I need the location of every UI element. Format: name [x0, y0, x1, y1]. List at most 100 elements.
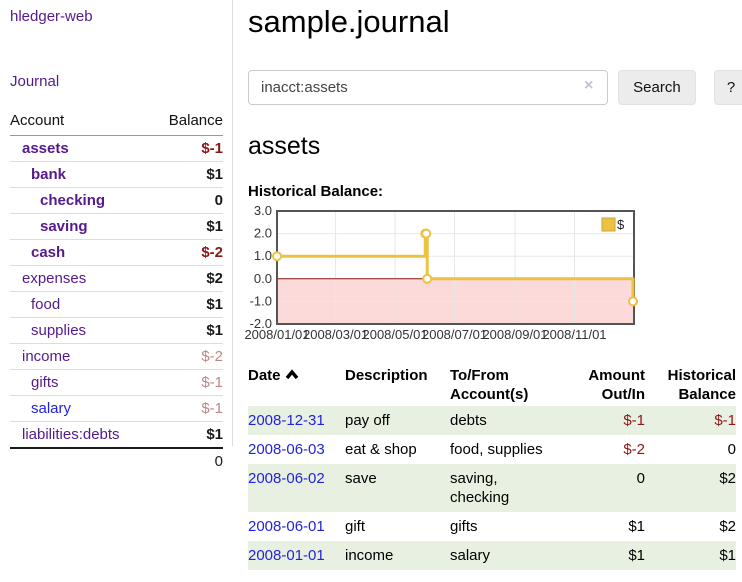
help-button[interactable]: ? — [713, 70, 742, 105]
register-header-date[interactable]: Date — [248, 364, 345, 406]
transaction-description: income — [345, 547, 394, 564]
x-tick-label: 2008/11/01 — [542, 327, 606, 342]
account-row: saving $1 — [10, 213, 223, 240]
x-tick-label: 2008/09/01 — [482, 327, 547, 342]
sidebar-account-assets[interactable]: assets — [22, 140, 69, 157]
transaction-accounts: salary — [450, 547, 491, 564]
y-tick-label: 3.0 — [254, 206, 272, 218]
account-row: bank $1 — [10, 161, 223, 188]
y-tick-label: 0.0 — [254, 271, 272, 286]
transaction-balance: $1 — [719, 547, 736, 564]
sidebar-item-journal[interactable]: Journal — [10, 73, 60, 90]
transaction-amount: $1 — [628, 547, 645, 564]
transaction-amount: 0 — [636, 470, 645, 487]
account-balance: $1 — [148, 317, 223, 344]
accounts-header-account: Account — [10, 108, 148, 136]
transaction-accounts: food, supplies — [450, 441, 543, 458]
sidebar-account-food[interactable]: food — [31, 296, 61, 313]
transaction-balance: $2 — [719, 518, 736, 535]
transaction-row: 2008-01-01 income salary $1 $1 — [248, 541, 736, 570]
register-header-row: Date Description To/From Account(s) Amou… — [248, 364, 736, 406]
sidebar-account-supplies[interactable]: supplies — [31, 322, 87, 339]
account-row: cash $-2 — [10, 239, 223, 266]
plot-border — [276, 210, 635, 325]
account-row: supplies $1 — [10, 317, 223, 344]
account-row: liabilities:debts $1 — [10, 421, 223, 449]
transaction-row: 2008-06-02 save saving, checking 0 $2 — [248, 464, 736, 512]
accounts-table: Account Balance assets $-1 bank $1 checking 0… — [10, 108, 223, 474]
y-tick-label: -2.0 — [250, 316, 272, 331]
transaction-accounts: saving, checking — [450, 470, 510, 506]
transaction-row: 2008-12-31 pay off debts $-1 $-1 — [248, 406, 736, 435]
transaction-date-link[interactable]: 2008-06-01 — [248, 518, 325, 535]
sidebar-account-gifts[interactable]: gifts — [31, 374, 59, 391]
legend-label: $ — [617, 217, 625, 232]
y-tick-label: 1.0 — [254, 248, 272, 263]
search-button[interactable]: Search — [618, 70, 696, 105]
transaction-amount: $-1 — [623, 412, 645, 429]
account-balance: $-1 — [148, 369, 223, 396]
historical-balance-chart: $3.0 2.0 1.0 0.0 -1.0 -2.02008/01/012008/03/0… — [244, 206, 639, 342]
clear-search-icon[interactable]: × — [584, 77, 594, 94]
transaction-date-link[interactable]: 2008-06-02 — [248, 470, 325, 487]
data-point — [421, 228, 432, 239]
sort-ascending-icon — [285, 366, 299, 385]
data-point — [272, 251, 282, 262]
transaction-date-link[interactable]: 2008-06-03 — [248, 441, 325, 458]
account-balance: $-2 — [148, 239, 223, 266]
x-tick-label: 2008/03/01 — [303, 327, 368, 342]
legend-swatch — [601, 217, 616, 232]
account-balance: $2 — [148, 265, 223, 292]
account-balance: $1 — [148, 291, 223, 318]
accounts-total-value: 0 — [214, 453, 223, 470]
account-balance: $1 — [148, 213, 223, 240]
account-balance: $1 — [148, 161, 223, 188]
account-balance: $-1 — [148, 135, 223, 162]
main-content: sample.journal × Search ? assets Histori… — [244, 0, 742, 570]
account-row: food $1 — [10, 291, 223, 318]
account-balance: $-1 — [148, 395, 223, 422]
transaction-date-link[interactable]: 2008-12-31 — [248, 412, 325, 429]
account-row: checking 0 — [10, 187, 223, 214]
brand-link[interactable]: hledger-web — [10, 8, 93, 25]
transaction-balance: 0 — [727, 441, 736, 458]
search-input[interactable] — [248, 70, 608, 105]
sidebar-account-checking[interactable]: checking — [40, 192, 106, 209]
sidebar-account-bank[interactable]: bank — [31, 166, 67, 183]
accounts-total-row: 0 — [10, 448, 223, 474]
account-balance: $1 — [148, 421, 223, 449]
x-tick-label: 2008/07/01 — [422, 327, 487, 342]
transaction-row: 2008-06-03 eat & shop food, supplies $-2 0 — [248, 435, 736, 464]
sidebar-account-cash[interactable]: cash — [31, 244, 66, 261]
register-table: Date Description To/From Account(s) Amou… — [248, 364, 736, 570]
transaction-date-link[interactable]: 2008-01-01 — [248, 547, 325, 564]
chart-title: Historical Balance: — [248, 183, 384, 200]
sidebar: hledger-web Journal Account Balance asse… — [0, 0, 233, 470]
account-row: expenses $2 — [10, 265, 223, 292]
sidebar-account-expenses[interactable]: expenses — [22, 270, 87, 287]
register-header-balance: Historical Balance — [667, 367, 736, 403]
register-header-description: Description — [345, 367, 428, 384]
sidebar-account-liabilities-debts[interactable]: liabilities:debts — [22, 426, 120, 443]
x-tick-label: 2008/05/01 — [362, 327, 427, 342]
sidebar-account-salary[interactable]: salary — [31, 400, 72, 417]
transaction-amount: $1 — [628, 518, 645, 535]
sidebar-account-saving[interactable]: saving — [40, 218, 88, 235]
page-title: sample.journal — [248, 4, 450, 39]
y-tick-label: -1.0 — [250, 293, 272, 308]
accounts-header-balance: Balance — [148, 108, 223, 136]
transaction-description: pay off — [345, 412, 390, 429]
data-point — [628, 296, 639, 307]
account-row: salary $-1 — [10, 395, 223, 422]
account-row: assets $-1 — [10, 135, 223, 162]
sidebar-account-income[interactable]: income — [22, 348, 71, 365]
account-row: income $-2 — [10, 343, 223, 370]
transaction-balance: $-1 — [714, 412, 736, 429]
transaction-description: gift — [345, 518, 366, 535]
transaction-description: save — [345, 470, 377, 487]
register-header-accounts: To/From Account(s) — [450, 367, 529, 403]
y-tick-label: 2.0 — [254, 226, 272, 241]
account-balance: $-2 — [148, 343, 223, 370]
transaction-accounts: gifts — [450, 518, 478, 535]
